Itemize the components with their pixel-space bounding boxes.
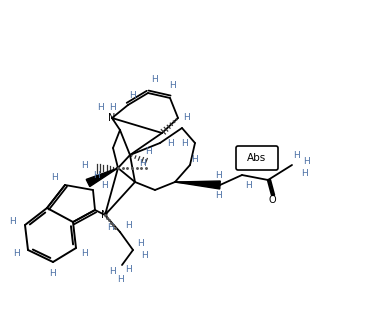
- Text: H: H: [125, 266, 131, 274]
- Text: H: H: [117, 275, 123, 285]
- Text: H: H: [94, 171, 100, 181]
- Text: H: H: [214, 170, 221, 179]
- Text: N: N: [108, 113, 116, 123]
- Text: H: H: [182, 139, 188, 148]
- Text: H: H: [304, 157, 310, 167]
- Polygon shape: [175, 181, 220, 189]
- Text: H: H: [125, 220, 131, 230]
- Text: H: H: [152, 75, 158, 85]
- Text: H: H: [244, 161, 251, 169]
- Text: Abs: Abs: [247, 153, 266, 163]
- Text: H: H: [139, 158, 146, 168]
- Text: H: H: [145, 148, 152, 156]
- Text: H: H: [10, 218, 16, 226]
- Text: H: H: [294, 150, 300, 160]
- Text: H: H: [169, 81, 176, 91]
- Text: H: H: [214, 190, 221, 199]
- Text: H: H: [192, 156, 198, 164]
- Text: H: H: [107, 223, 113, 232]
- Text: H: H: [82, 250, 88, 259]
- Text: H: H: [302, 169, 309, 177]
- Text: H: H: [49, 269, 55, 279]
- Text: H: H: [244, 181, 251, 190]
- Text: H: H: [109, 267, 115, 276]
- Text: H: H: [137, 238, 143, 247]
- Text: O: O: [268, 195, 276, 205]
- Text: H: H: [52, 172, 58, 182]
- Polygon shape: [86, 168, 118, 187]
- Text: H: H: [183, 114, 189, 122]
- Text: H: H: [97, 103, 103, 113]
- Text: H: H: [130, 92, 137, 100]
- Text: H: H: [14, 248, 20, 258]
- Text: N: N: [101, 210, 109, 220]
- Text: H: H: [167, 139, 173, 148]
- Text: H: H: [102, 181, 108, 190]
- FancyBboxPatch shape: [236, 146, 278, 170]
- Text: H: H: [82, 161, 88, 169]
- Text: H: H: [142, 251, 148, 259]
- Text: H: H: [109, 102, 115, 112]
